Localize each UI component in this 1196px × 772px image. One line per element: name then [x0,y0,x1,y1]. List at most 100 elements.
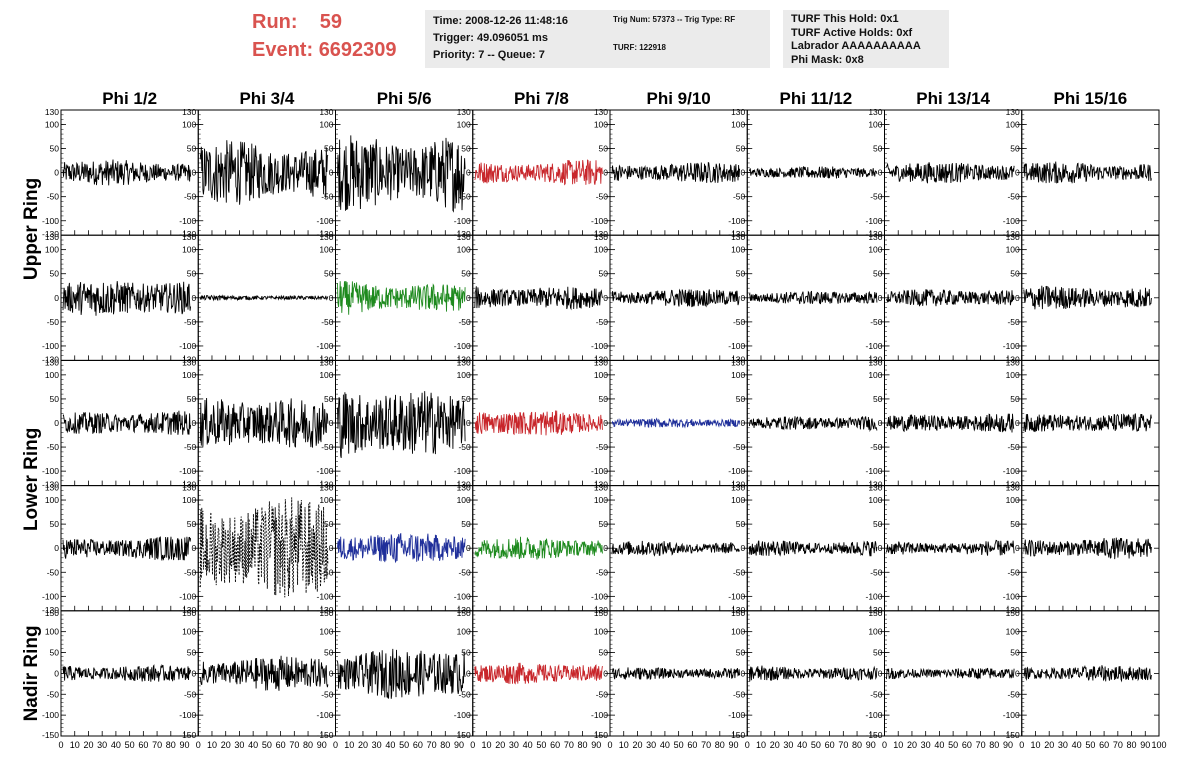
x-tick-label: 60 [550,740,560,750]
y-tick-label: -100 [454,591,471,601]
x-tick-label: 40 [248,740,258,750]
y-tick-label: 100 [731,119,745,129]
y-tick-label: 100 [731,627,745,637]
y-tick-label: 50 [873,144,883,154]
x-tick-label: 80 [989,740,999,750]
y-tick-label: 130 [868,483,882,493]
x-tick-label: 70 [701,740,711,750]
x-tick-label: 90 [866,740,876,750]
y-tick-label: 100 [1006,627,1020,637]
x-tick-label: 90 [1003,740,1013,750]
y-tick-label: -130 [865,605,882,615]
x-tick-label: 10 [756,740,766,750]
y-tick-label: 50 [187,519,197,529]
y-tick-label: -130 [1003,480,1020,490]
y-tick-label: 50 [461,144,471,154]
y-tick-label: -130 [591,605,608,615]
y-tick-label: 0 [54,293,59,303]
x-tick-label: 60 [276,740,286,750]
y-tick-label: -50 [733,689,746,699]
y-tick-label: 100 [594,245,608,255]
y-tick-label: -50 [184,567,197,577]
y-tick-label: -130 [316,605,333,615]
y-tick-label: -100 [865,710,882,720]
x-tick-label: 10 [344,740,354,750]
y-tick-label: -100 [454,341,471,351]
time-line: Time: 2008-12-26 11:48:16 [433,15,568,27]
y-tick-label: 130 [319,483,333,493]
y-tick-label: -50 [870,442,883,452]
y-tick-label: -100 [454,216,471,226]
waveform-line [886,413,1015,433]
y-tick-label: 0 [741,168,746,178]
y-tick-label: 130 [182,107,196,117]
y-tick-label: 50 [50,648,60,658]
x-tick-label: 60 [1099,740,1109,750]
waveform-line [611,161,741,183]
waveform-line [62,536,192,561]
waveform-line [474,410,603,436]
y-tick-label: 100 [319,495,333,505]
y-tick-label: 50 [599,394,609,404]
y-tick-label: 50 [324,648,334,658]
y-tick-label: 0 [603,668,608,678]
trig-num-line: Trig Num: 57373 -- Trig Type: RF [613,15,736,24]
y-tick-label: 50 [736,648,746,658]
y-tick-label: 0 [603,293,608,303]
y-tick-label: 100 [45,627,59,637]
y-tick-label: -100 [42,710,59,720]
y-tick-label: -150 [1003,730,1020,740]
waveform-line [886,162,1015,184]
y-tick-label: 50 [873,519,883,529]
y-tick-label: -100 [316,216,333,226]
y-tick-label: -50 [733,192,746,202]
x-tick-label: 80 [440,740,450,750]
x-tick-label: 50 [811,740,821,750]
y-tick-label: 0 [329,668,334,678]
y-tick-label: 0 [741,293,746,303]
y-tick-label: 100 [182,245,196,255]
waveform-line [1023,537,1152,560]
y-tick-label: -150 [42,730,59,740]
y-tick-label: -50 [184,442,197,452]
event-row: Event: 6692309 [252,36,397,64]
waveform-line [199,140,329,205]
y-tick-label: 100 [868,119,882,129]
waveform-line [886,289,1015,307]
y-tick-label: -100 [316,341,333,351]
x-tick-label: 70 [838,740,848,750]
y-tick-label: 130 [457,232,471,242]
y-tick-label: -100 [728,466,745,476]
x-tick-label: 80 [166,740,176,750]
event-label: Event: [252,39,314,61]
y-tick-label: -100 [591,710,608,720]
y-tick-label: 100 [45,370,59,380]
waveform-panel: 100 50 0 -50 -100 150 -150 [179,608,336,740]
y-tick-label: 50 [599,269,609,279]
waveform-panel: 100 50 0 -50 -100 150 -150 [316,608,474,740]
y-tick-label: 100 [594,495,608,505]
y-tick-label: 100 [457,370,471,380]
waveform-line [611,667,741,681]
y-tick-label: 100 [45,245,59,255]
y-tick-label: 100 [319,119,333,129]
y-tick-label: 50 [736,144,746,154]
y-tick-label: 0 [878,168,883,178]
x-tick-label: 0 [1019,740,1024,750]
waveform-panel: 100 50 0 -50 -100 150 -150 [591,608,748,740]
y-tick-label: 50 [187,144,197,154]
waveform-line [62,281,192,316]
y-tick-label: -130 [728,354,745,364]
waveform-line [748,166,878,179]
y-tick-label: -50 [596,689,609,699]
y-tick-label: 100 [1006,495,1020,505]
